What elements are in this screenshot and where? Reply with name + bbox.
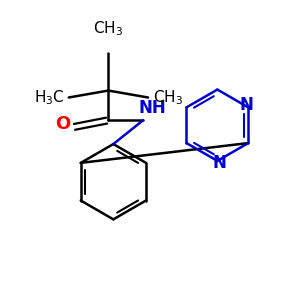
Text: NH: NH [138,99,166,117]
Text: CH$_3$: CH$_3$ [153,88,183,107]
Text: N: N [239,96,253,114]
Text: H$_3$C: H$_3$C [34,88,64,107]
Text: N: N [212,154,226,172]
Text: CH$_3$: CH$_3$ [93,19,124,38]
Text: O: O [55,115,70,133]
